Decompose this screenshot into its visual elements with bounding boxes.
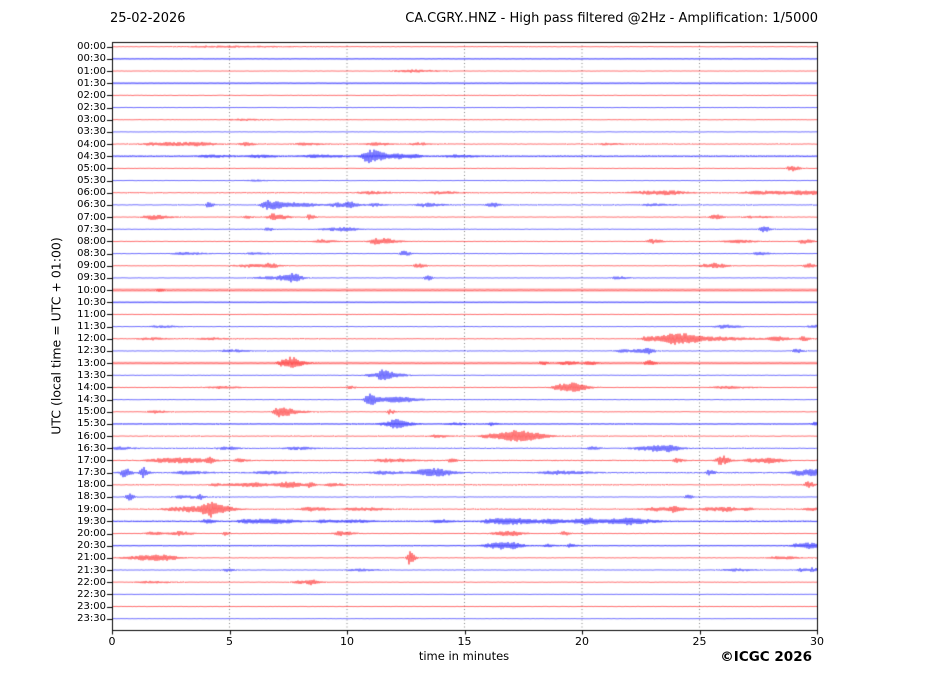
y-tick-label: 02:00 (77, 89, 106, 101)
y-tick-label: 23:30 (77, 613, 106, 625)
y-tick-label: 19:00 (77, 503, 106, 515)
y-tick-label: 01:30 (77, 77, 106, 89)
y-tick-label: 18:30 (77, 491, 106, 503)
x-tick-label: 20 (575, 635, 589, 648)
y-tick-label: 19:30 (77, 515, 106, 527)
y-tick-label: 09:30 (77, 272, 106, 284)
y-tick-label: 12:00 (77, 333, 106, 345)
copyright-label: ©ICGC 2026 (720, 649, 812, 665)
y-tick-label: 12:30 (77, 345, 106, 357)
y-tick-label: 20:30 (77, 540, 106, 552)
x-tick-label: 15 (457, 635, 472, 648)
y-tick-label: 06:30 (77, 199, 106, 211)
y-tick-label: 10:30 (77, 296, 106, 308)
y-tick-label: 21:00 (77, 552, 106, 564)
y-tick-label: 08:00 (77, 235, 106, 247)
y-tick-label: 18:00 (77, 479, 106, 491)
y-tick-label: 15:30 (77, 418, 106, 430)
y-tick-label: 07:00 (77, 211, 106, 223)
y-tick-label: 11:30 (77, 321, 106, 333)
y-tick-label: 21:30 (77, 564, 106, 576)
y-axis-label: UTC (local time = UTC + 01:00) (48, 237, 64, 435)
date-label: 25-02-2026 (110, 11, 186, 26)
y-tick-label: 00:30 (77, 53, 106, 65)
y-tick-label: 05:00 (77, 162, 106, 174)
y-tick-label: 20:00 (77, 528, 106, 539)
y-tick-label: 04:00 (77, 138, 106, 150)
y-tick-label: 03:30 (77, 126, 106, 138)
y-tick-label: 05:30 (77, 175, 106, 187)
y-tick-label: 17:00 (77, 454, 106, 466)
x-tick-label: 0 (108, 635, 116, 648)
x-tick-label: 5 (226, 635, 233, 648)
y-tick-label: 16:00 (77, 430, 106, 442)
y-tick-label: 22:00 (77, 576, 106, 588)
y-tick-label: 07:30 (77, 223, 106, 235)
y-tick-label: 15:00 (77, 406, 106, 418)
y-tick-label: 11:00 (77, 308, 106, 320)
y-tick-label: 13:00 (77, 357, 106, 369)
y-tick-label: 04:30 (77, 150, 106, 162)
y-tick-label: 01:00 (77, 65, 106, 77)
y-tick-label: 13:30 (77, 369, 106, 381)
y-tick-label: 08:30 (77, 248, 106, 260)
y-tick-label: 10:00 (77, 284, 106, 296)
y-tick-label: 02:30 (77, 102, 106, 114)
y-tick-label: 22:30 (77, 588, 106, 600)
x-tick-label: 30 (810, 635, 824, 648)
y-tick-label: 16:30 (77, 442, 106, 454)
x-tick-label: 25 (692, 635, 707, 648)
y-tick-label: 17:30 (77, 467, 106, 479)
y-tick-label: 09:00 (77, 260, 106, 272)
y-tick-label: 06:00 (77, 187, 106, 199)
y-tick-label: 14:30 (77, 394, 106, 406)
y-tick-label: 14:00 (77, 381, 106, 393)
y-tick-label: 00:00 (77, 41, 106, 53)
y-tick-label: 03:00 (77, 114, 106, 126)
y-tick-label: 23:00 (77, 601, 106, 613)
x-axis-label: time in minutes (418, 649, 510, 663)
plot-title: CA.CGRY..HNZ - High pass filtered @2Hz -… (405, 11, 818, 26)
x-tick-label: 10 (340, 635, 354, 648)
